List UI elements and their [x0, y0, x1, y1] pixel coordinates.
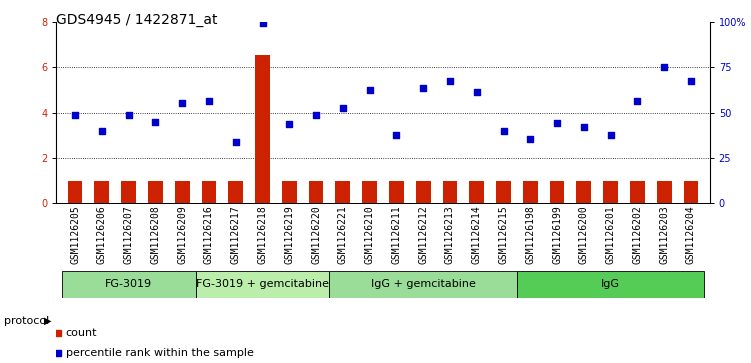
- Text: GSM1126199: GSM1126199: [552, 205, 562, 264]
- Bar: [550, 180, 565, 203]
- Bar: [330, 271, 517, 298]
- Text: GSM1126219: GSM1126219: [285, 205, 294, 264]
- Bar: [228, 180, 243, 203]
- Text: GDS4945 / 1422871_at: GDS4945 / 1422871_at: [56, 13, 218, 27]
- Text: count: count: [66, 328, 97, 338]
- Text: protocol: protocol: [4, 316, 49, 326]
- Text: percentile rank within the sample: percentile rank within the sample: [66, 348, 254, 358]
- Text: FG-3019: FG-3019: [105, 280, 152, 289]
- Point: [310, 112, 322, 118]
- Point: [69, 112, 81, 118]
- Text: GSM1126202: GSM1126202: [632, 205, 642, 264]
- Bar: [282, 180, 297, 203]
- Text: GSM1126201: GSM1126201: [605, 205, 616, 264]
- Bar: [362, 180, 377, 203]
- Point: [524, 136, 536, 142]
- Text: GSM1126200: GSM1126200: [579, 205, 589, 264]
- Bar: [416, 180, 430, 203]
- Text: GSM1126210: GSM1126210: [365, 205, 375, 264]
- Point: [551, 120, 563, 126]
- Point: [632, 98, 644, 104]
- Point: [176, 101, 189, 106]
- Bar: [523, 180, 538, 203]
- Text: IgG + gemcitabine: IgG + gemcitabine: [371, 280, 475, 289]
- Bar: [195, 271, 330, 298]
- Point: [363, 87, 376, 93]
- Bar: [683, 180, 698, 203]
- Text: GSM1126204: GSM1126204: [686, 205, 696, 264]
- Bar: [657, 180, 671, 203]
- Point: [96, 128, 108, 134]
- Point: [283, 121, 295, 127]
- Text: GSM1126209: GSM1126209: [177, 205, 187, 264]
- Bar: [62, 271, 195, 298]
- Text: GSM1126221: GSM1126221: [338, 205, 348, 264]
- Text: GSM1126207: GSM1126207: [124, 205, 134, 264]
- Bar: [517, 271, 704, 298]
- Bar: [442, 180, 457, 203]
- Point: [444, 78, 456, 84]
- Text: ▶: ▶: [44, 316, 52, 326]
- Bar: [389, 180, 404, 203]
- Bar: [336, 180, 350, 203]
- Point: [337, 105, 349, 111]
- Bar: [630, 180, 645, 203]
- Bar: [68, 180, 83, 203]
- Bar: [121, 180, 136, 203]
- Bar: [469, 180, 484, 203]
- Text: GSM1126216: GSM1126216: [204, 205, 214, 264]
- Point: [471, 89, 483, 95]
- Text: GSM1126212: GSM1126212: [418, 205, 428, 264]
- Text: GSM1126211: GSM1126211: [391, 205, 401, 264]
- Text: GSM1126198: GSM1126198: [525, 205, 535, 264]
- Point: [203, 98, 215, 104]
- Point: [417, 85, 429, 90]
- Bar: [603, 180, 618, 203]
- Bar: [255, 55, 270, 203]
- Point: [149, 119, 161, 125]
- Point: [658, 64, 670, 70]
- Bar: [175, 180, 189, 203]
- Text: GSM1126206: GSM1126206: [97, 205, 107, 264]
- Text: GSM1126214: GSM1126214: [472, 205, 481, 264]
- Text: GSM1126208: GSM1126208: [150, 205, 161, 264]
- Text: GSM1126213: GSM1126213: [445, 205, 455, 264]
- Text: GSM1126218: GSM1126218: [258, 205, 267, 264]
- Bar: [95, 180, 109, 203]
- Point: [685, 78, 697, 84]
- Text: GSM1126205: GSM1126205: [70, 205, 80, 264]
- Bar: [577, 180, 591, 203]
- Bar: [201, 180, 216, 203]
- Text: IgG: IgG: [601, 280, 620, 289]
- Point: [497, 128, 509, 134]
- Point: [578, 125, 590, 130]
- Text: FG-3019 + gemcitabine: FG-3019 + gemcitabine: [196, 280, 329, 289]
- Text: GSM1126220: GSM1126220: [311, 205, 321, 264]
- Point: [391, 132, 403, 138]
- Bar: [148, 180, 163, 203]
- Bar: [309, 180, 324, 203]
- Text: GSM1126215: GSM1126215: [499, 205, 508, 264]
- Bar: [496, 180, 511, 203]
- Point: [230, 139, 242, 145]
- Point: [605, 132, 617, 138]
- Point: [122, 112, 134, 118]
- Text: GSM1126203: GSM1126203: [659, 205, 669, 264]
- Point: [257, 20, 269, 26]
- Text: GSM1126217: GSM1126217: [231, 205, 241, 264]
